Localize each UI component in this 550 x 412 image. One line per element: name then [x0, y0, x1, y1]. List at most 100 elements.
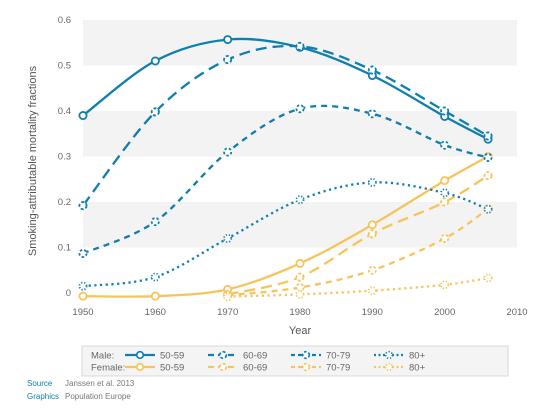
legend-entry: 80+ [374, 363, 426, 374]
data-point [223, 292, 233, 302]
legend: Male:Female: 50-59 60-69 70-79 80+ 50-59 60-69… [81, 345, 509, 377]
data-point [367, 65, 377, 75]
series-layer [78, 35, 493, 302]
series-male-80+ [78, 177, 493, 291]
data-point [150, 56, 160, 66]
graphics-credit: Graphics Population Europe [27, 391, 131, 402]
series-female-80+ [223, 273, 493, 302]
data-point [295, 283, 305, 293]
data-point [223, 55, 233, 65]
data-point [367, 109, 377, 119]
data-point [483, 204, 493, 214]
legend-label: 60-69 [243, 363, 267, 374]
data-point [295, 289, 305, 299]
data-point [78, 248, 88, 258]
data-point [367, 220, 377, 230]
legend-marker [301, 362, 311, 372]
data-point [78, 111, 88, 121]
legend-entry: 70-79 [291, 363, 350, 374]
x-axis-title: Year [289, 325, 312, 337]
source-value: Janssen et al. 2013 [65, 379, 135, 388]
x-tick-label: 1960 [145, 307, 166, 318]
data-point [483, 131, 493, 141]
grid-band [83, 111, 517, 157]
data-point [150, 217, 160, 227]
legend-marker [135, 362, 145, 372]
grid-bands [83, 20, 517, 248]
legend-entry: 80+ [374, 351, 426, 362]
y-tick-label: 0 [66, 288, 71, 299]
data-point [367, 229, 377, 239]
data-point [150, 272, 160, 282]
x-tick-label: 2010 [506, 307, 527, 318]
series-male-60-69 [78, 41, 493, 211]
data-point [78, 201, 88, 211]
y-tick-label: 0.6 [58, 15, 71, 26]
legend-marker [218, 362, 228, 372]
data-point [483, 273, 493, 283]
data-point [367, 286, 377, 296]
series-male-70-79 [78, 104, 493, 258]
x-tick-label: 1950 [72, 307, 93, 318]
legend-label: 80+ [409, 363, 426, 374]
legend-entry: 70-79 [291, 351, 350, 362]
data-point [440, 106, 450, 116]
y-axis-title: Smoking-attributable mortality fractions [27, 65, 39, 256]
data-point [150, 107, 160, 117]
y-tick-label: 0.5 [58, 61, 71, 72]
data-point [440, 188, 450, 198]
data-point [295, 272, 305, 282]
y-tick-label: 0.4 [58, 106, 71, 117]
legend-label: 70-79 [326, 363, 350, 374]
data-point [440, 176, 450, 186]
source-credit: Source Janssen et al. 2013 [27, 378, 134, 389]
legend-marker [301, 350, 311, 360]
data-point [440, 140, 450, 150]
data-point [223, 147, 233, 157]
data-point [483, 152, 493, 162]
data-point [440, 197, 450, 207]
y-axis-ticks: 0 0.1 0.2 0.3 0.4 0.5 0.6 [58, 15, 71, 299]
data-point [295, 258, 305, 268]
x-tick-label: 1990 [362, 307, 383, 318]
legend-entry: 50-59 [125, 363, 184, 374]
legend-entry: 50-59 [125, 351, 184, 362]
legend-label: 60-69 [243, 351, 267, 362]
legend-label: 50-59 [160, 351, 184, 362]
grid-band [83, 202, 517, 248]
y-tick-label: 0.3 [58, 152, 71, 163]
data-point [295, 195, 305, 205]
legend-entry: 60-69 [208, 351, 267, 362]
data-point [440, 233, 450, 243]
data-point [367, 177, 377, 187]
legend-box [81, 345, 509, 377]
legend-marker [135, 350, 145, 360]
x-tick-label: 2000 [434, 307, 455, 318]
data-point [78, 281, 88, 291]
y-tick-label: 0.2 [58, 197, 71, 208]
x-axis-ticks: 1950 1960 1970 1980 1990 2000 2010 [72, 307, 527, 318]
legend-entry: 60-69 [208, 363, 267, 374]
x-tick-label: 1980 [289, 307, 310, 318]
data-point [367, 265, 377, 275]
graphics-value: Population Europe [65, 392, 131, 401]
legend-marker [384, 362, 394, 372]
x-tick-label: 1970 [217, 307, 238, 318]
legend-group-label: Female: [91, 363, 125, 374]
data-point [150, 291, 160, 301]
legend-marker [218, 350, 228, 360]
source-label: Source [27, 379, 53, 388]
data-point [483, 171, 493, 181]
legend-label: 70-79 [326, 351, 350, 362]
legend-marker [384, 350, 394, 360]
legend-group-label: Male: [91, 351, 114, 362]
data-point [295, 104, 305, 114]
data-point [295, 41, 305, 51]
data-point [440, 280, 450, 290]
graphics-label: Graphics [27, 392, 60, 401]
legend-label: 80+ [409, 351, 426, 362]
data-point [223, 35, 233, 45]
data-point [223, 233, 233, 243]
legend-label: 50-59 [160, 363, 184, 374]
